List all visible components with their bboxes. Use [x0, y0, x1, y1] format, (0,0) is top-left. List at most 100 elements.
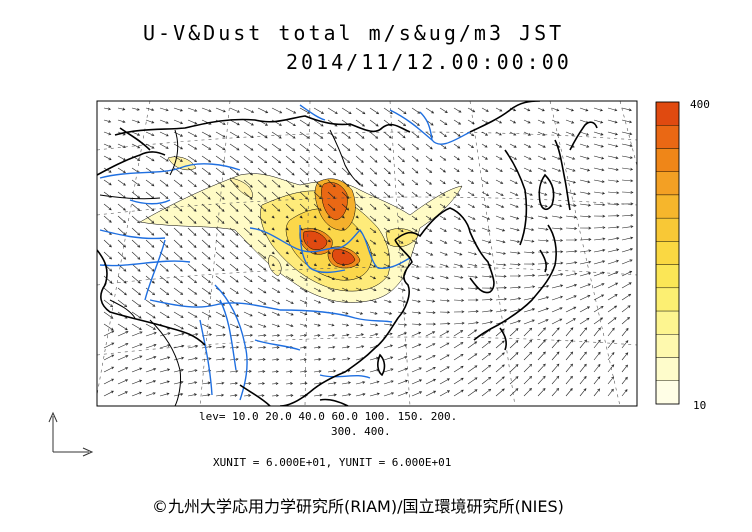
- wind-arrow: [327, 143, 337, 152]
- wind-arrow: [411, 143, 420, 150]
- wind-arrow: [271, 358, 280, 361]
- wind-arrow: [159, 368, 171, 373]
- wind-arrow: [565, 272, 578, 277]
- wind-arrow: [593, 167, 605, 172]
- wind-arrow: [243, 323, 253, 328]
- wind-arrow: [621, 225, 634, 229]
- wind-arrow: [439, 155, 447, 161]
- wind-arrow: [285, 287, 294, 293]
- wind-arrow: [187, 393, 198, 397]
- wind-arrow: [131, 227, 141, 236]
- wind-arrow: [481, 239, 492, 244]
- wind-arrow: [271, 251, 275, 255]
- wind-arrow: [621, 167, 634, 171]
- wind-arrow: [467, 321, 479, 325]
- wind-arrow: [327, 263, 332, 266]
- wind-arrow: [369, 143, 378, 151]
- wind-arrow: [523, 351, 533, 361]
- wind-arrow: [607, 225, 620, 229]
- wind-arrow: [215, 143, 226, 151]
- wind-arrow: [495, 297, 508, 301]
- wind-arrow: [215, 251, 225, 260]
- wind-arrow: [537, 296, 550, 301]
- wind-arrow: [229, 227, 239, 236]
- wind-arrow: [607, 259, 619, 265]
- wind-arrow: [565, 339, 574, 349]
- wind-arrow: [383, 251, 390, 256]
- wind-arrow: [551, 250, 564, 254]
- wind-arrow: [299, 167, 309, 176]
- wind-arrow: [299, 358, 307, 361]
- wind-arrow: [565, 351, 574, 361]
- wind-arrow: [565, 215, 577, 219]
- wind-arrow: [131, 323, 142, 330]
- wind-arrow: [313, 227, 317, 231]
- wind-arrow: [313, 239, 317, 243]
- wind-arrow: [537, 339, 546, 349]
- wind-arrow: [159, 191, 169, 200]
- wind-arrow: [383, 167, 391, 175]
- wind-arrow: [467, 251, 477, 256]
- wind-arrow: [257, 131, 268, 139]
- wind-arrow: [313, 357, 322, 361]
- wind-vector-field: [103, 107, 634, 398]
- wind-arrow: [523, 363, 533, 373]
- wind-arrow: [201, 215, 211, 224]
- wind-arrow: [215, 227, 225, 236]
- wind-arrow: [453, 251, 463, 256]
- wind-arrow: [467, 353, 478, 361]
- wind-arrow: [299, 107, 311, 114]
- wind-arrow: [551, 307, 563, 313]
- wind-arrow: [229, 369, 239, 373]
- wind-arrow: [313, 119, 324, 127]
- wind-arrow: [271, 323, 280, 328]
- wind-arrow: [131, 311, 142, 319]
- wind-arrow: [257, 215, 267, 224]
- wind-arrow: [621, 131, 633, 136]
- wind-arrow: [467, 365, 478, 373]
- wind-arrow: [145, 287, 156, 296]
- wind-arrow: [243, 119, 254, 126]
- wind-arrow: [355, 345, 365, 349]
- wind-arrow: [103, 203, 112, 211]
- wind-arrow: [201, 323, 212, 329]
- wind-arrow: [453, 131, 461, 137]
- wind-arrow: [173, 239, 183, 248]
- wind-arrow: [509, 131, 517, 136]
- wind-arrow: [383, 107, 393, 115]
- wind-arrow: [355, 155, 364, 163]
- wind-arrow: [187, 323, 198, 329]
- wind-arrow: [173, 356, 185, 361]
- wind-arrow: [439, 203, 446, 208]
- wind-arrow: [495, 352, 505, 361]
- wind-arrow: [579, 131, 590, 136]
- wind-arrow: [551, 284, 564, 289]
- wind-arrow: [425, 355, 436, 361]
- wind-arrow: [285, 358, 293, 362]
- wind-arrow: [313, 323, 321, 327]
- wind-arrow: [355, 381, 366, 385]
- wind-arrow: [271, 334, 281, 337]
- wind-arrow: [607, 179, 620, 183]
- wind-arrow: [383, 191, 391, 198]
- wind-arrow: [537, 327, 546, 337]
- wind-arrow: [467, 263, 478, 267]
- wind-arrow: [551, 351, 560, 361]
- wind-arrow: [481, 179, 489, 184]
- wind-arrow: [607, 191, 620, 195]
- wind-arrow: [173, 227, 183, 236]
- unit-scale-text: XUNIT = 6.000E+01, YUNIT = 6.000E+01: [213, 456, 452, 469]
- wind-arrow: [523, 262, 536, 266]
- wind-arrow: [103, 330, 115, 337]
- wind-arrow: [131, 215, 141, 224]
- wind-arrow: [523, 375, 533, 385]
- wind-arrow: [159, 392, 170, 397]
- wind-arrow: [285, 251, 289, 255]
- wind-arrow: [285, 155, 295, 164]
- wind-arrow: [201, 287, 212, 295]
- wind-arrow: [173, 107, 184, 112]
- wind-arrow: [369, 227, 377, 233]
- wind-arrow: [593, 351, 601, 361]
- wind-arrow: [103, 179, 112, 186]
- wind-arrow: [341, 131, 351, 139]
